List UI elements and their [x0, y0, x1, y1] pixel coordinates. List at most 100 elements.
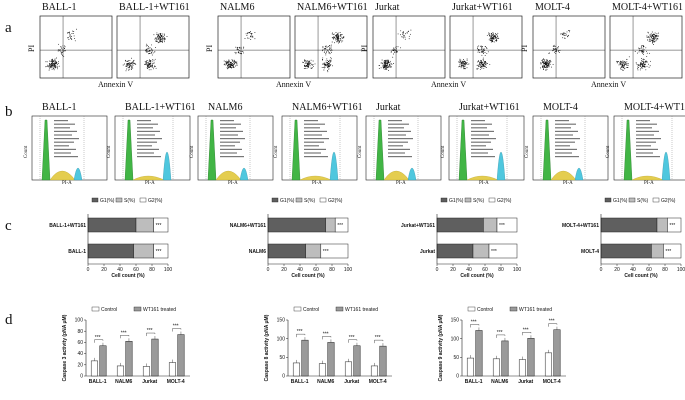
- event-dot: [485, 64, 487, 66]
- legend-label: S(%): [304, 198, 315, 204]
- event-dot: [340, 35, 342, 37]
- event-dot: [150, 60, 152, 61]
- event-dot: [333, 35, 335, 37]
- stats-text-line: [220, 152, 237, 154]
- event-dot: [387, 67, 389, 68]
- category-label: BALL-1+WT161: [49, 223, 86, 229]
- event-dot: [563, 34, 565, 36]
- event-dot: [146, 51, 148, 53]
- count-axis-label: Count: [606, 145, 611, 158]
- event-dot: [250, 36, 252, 38]
- event-dot: [387, 60, 389, 62]
- significance-stars: ***: [497, 330, 503, 336]
- histogram-title: Jurkat+WT161: [459, 102, 520, 113]
- event-dot: [227, 68, 229, 70]
- event-dot: [153, 68, 154, 70]
- event-dot: [653, 44, 654, 45]
- caspase-bar: [501, 340, 509, 377]
- event-dot: [235, 46, 237, 48]
- x-tick-label: 20: [281, 267, 287, 273]
- stats-text-line: [388, 127, 404, 129]
- event-dot: [555, 48, 557, 50]
- event-dot: [385, 65, 387, 67]
- stats-text-line: [220, 138, 245, 140]
- event-dot: [642, 62, 644, 64]
- event-dot: [325, 51, 327, 53]
- event-dot: [634, 51, 636, 52]
- x-tick-label: 20: [614, 267, 620, 273]
- significance-stars: ***: [297, 329, 303, 335]
- caspase-bar: [379, 345, 387, 377]
- event-dot: [250, 39, 252, 40]
- event-dot: [544, 59, 545, 61]
- event-dot: [56, 57, 57, 59]
- event-dot: [329, 61, 331, 63]
- event-dot: [235, 65, 236, 67]
- event-dot: [325, 54, 327, 56]
- event-dot: [543, 62, 545, 64]
- event-dot: [337, 37, 339, 39]
- event-dot: [489, 38, 491, 40]
- panel-letter-b: b: [5, 104, 13, 120]
- event-dot: [130, 64, 131, 66]
- event-dot: [74, 38, 76, 40]
- event-dot: [389, 62, 391, 64]
- event-dot: [156, 41, 157, 43]
- flow-plot-title: BALL-1: [42, 2, 77, 13]
- event-dot: [161, 42, 163, 44]
- event-dot: [162, 33, 164, 35]
- event-dot: [546, 64, 548, 66]
- stats-text-line: [636, 138, 661, 140]
- event-dot: [542, 66, 544, 67]
- event-dot: [484, 52, 486, 53]
- event-dot: [329, 44, 331, 46]
- event-dot: [329, 63, 331, 65]
- event-dot: [462, 59, 464, 60]
- event-dot: [128, 69, 130, 71]
- stats-text-line: [555, 123, 576, 125]
- event-dot: [151, 44, 153, 46]
- event-dot: [330, 46, 332, 48]
- event-dot: [390, 65, 392, 67]
- stats-text-line: [636, 120, 650, 122]
- stats-text-line: [220, 127, 236, 129]
- event-dot: [57, 49, 59, 51]
- event-dot: [341, 37, 343, 39]
- event-dot: [495, 40, 497, 42]
- event-dot: [642, 63, 643, 65]
- event-dot: [240, 47, 242, 49]
- event-dot: [480, 66, 482, 68]
- stats-text-line: [137, 152, 154, 154]
- cell-cycle-histogram: [613, 115, 685, 181]
- event-dot: [68, 39, 70, 40]
- g2-peak: [329, 152, 339, 181]
- pi-a-axis-label: PI-A: [479, 181, 489, 186]
- event-dot: [327, 66, 329, 68]
- event-dot: [54, 58, 56, 60]
- event-dot: [462, 62, 464, 63]
- annexin-axis-label: Annexin V: [591, 80, 627, 89]
- stats-text-line: [54, 138, 79, 140]
- legend-label: Control: [303, 307, 319, 313]
- panel-letter-d: d: [5, 312, 13, 328]
- flow-plot-title: Jurkat: [375, 2, 400, 13]
- event-dot: [159, 40, 161, 42]
- event-dot: [462, 60, 464, 62]
- event-dot: [50, 59, 52, 61]
- histogram-title: MOLT-4+WT161: [624, 102, 685, 113]
- event-dot: [497, 37, 499, 39]
- event-dot: [553, 51, 555, 53]
- flow-plot-title: MOLT-4: [535, 2, 570, 13]
- event-dot: [126, 64, 128, 66]
- event-dot: [617, 61, 619, 62]
- significance-stars: ***: [499, 223, 505, 229]
- event-dot: [159, 38, 161, 40]
- event-dot: [388, 66, 390, 68]
- event-dot: [494, 37, 496, 39]
- plot-frame: [217, 15, 291, 79]
- event-dot: [341, 41, 343, 43]
- event-dot: [381, 59, 383, 61]
- event-dot: [233, 59, 235, 61]
- event-dot: [479, 62, 481, 64]
- event-dot: [162, 40, 164, 42]
